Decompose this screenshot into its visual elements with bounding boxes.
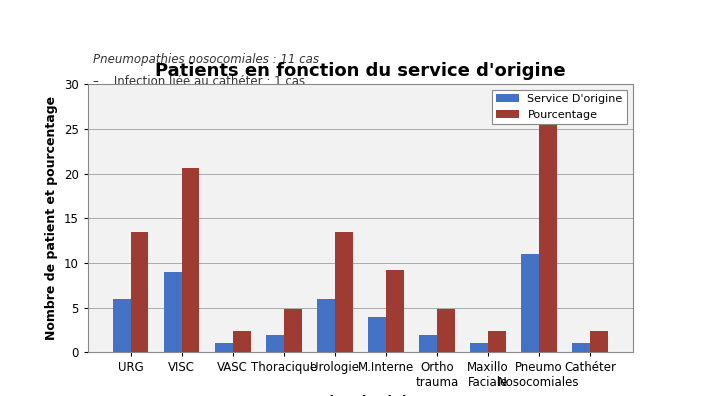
Bar <box>335 232 353 352</box>
Bar <box>131 232 148 352</box>
Bar <box>419 335 437 352</box>
X-axis label: Service d'origine: Service d'origine <box>295 395 426 396</box>
Bar <box>572 343 590 352</box>
Bar <box>539 124 557 352</box>
Bar <box>266 335 284 352</box>
Text: –    Infection liée au cathéter : 1 cas: – Infection liée au cathéter : 1 cas <box>93 75 305 88</box>
Bar <box>233 331 250 352</box>
Bar <box>317 299 335 352</box>
Legend: Service D'origine, Pourcentage: Service D'origine, Pourcentage <box>492 89 627 124</box>
Bar <box>214 343 233 352</box>
Bar <box>284 308 302 352</box>
Bar <box>386 270 404 352</box>
Bar <box>521 254 539 352</box>
Bar <box>112 299 131 352</box>
Bar <box>164 272 181 352</box>
Y-axis label: Nombre de patient et pourcentage: Nombre de patient et pourcentage <box>46 96 58 340</box>
Text: Pneumopathies nosocomiales : 11 cas: Pneumopathies nosocomiales : 11 cas <box>93 53 319 66</box>
Bar <box>488 331 506 352</box>
Title: Patients en fonction du service d'origine: Patients en fonction du service d'origin… <box>155 62 566 80</box>
Bar <box>181 168 200 352</box>
Bar <box>437 308 455 352</box>
Bar <box>590 331 608 352</box>
Bar <box>470 343 488 352</box>
Bar <box>368 317 386 352</box>
